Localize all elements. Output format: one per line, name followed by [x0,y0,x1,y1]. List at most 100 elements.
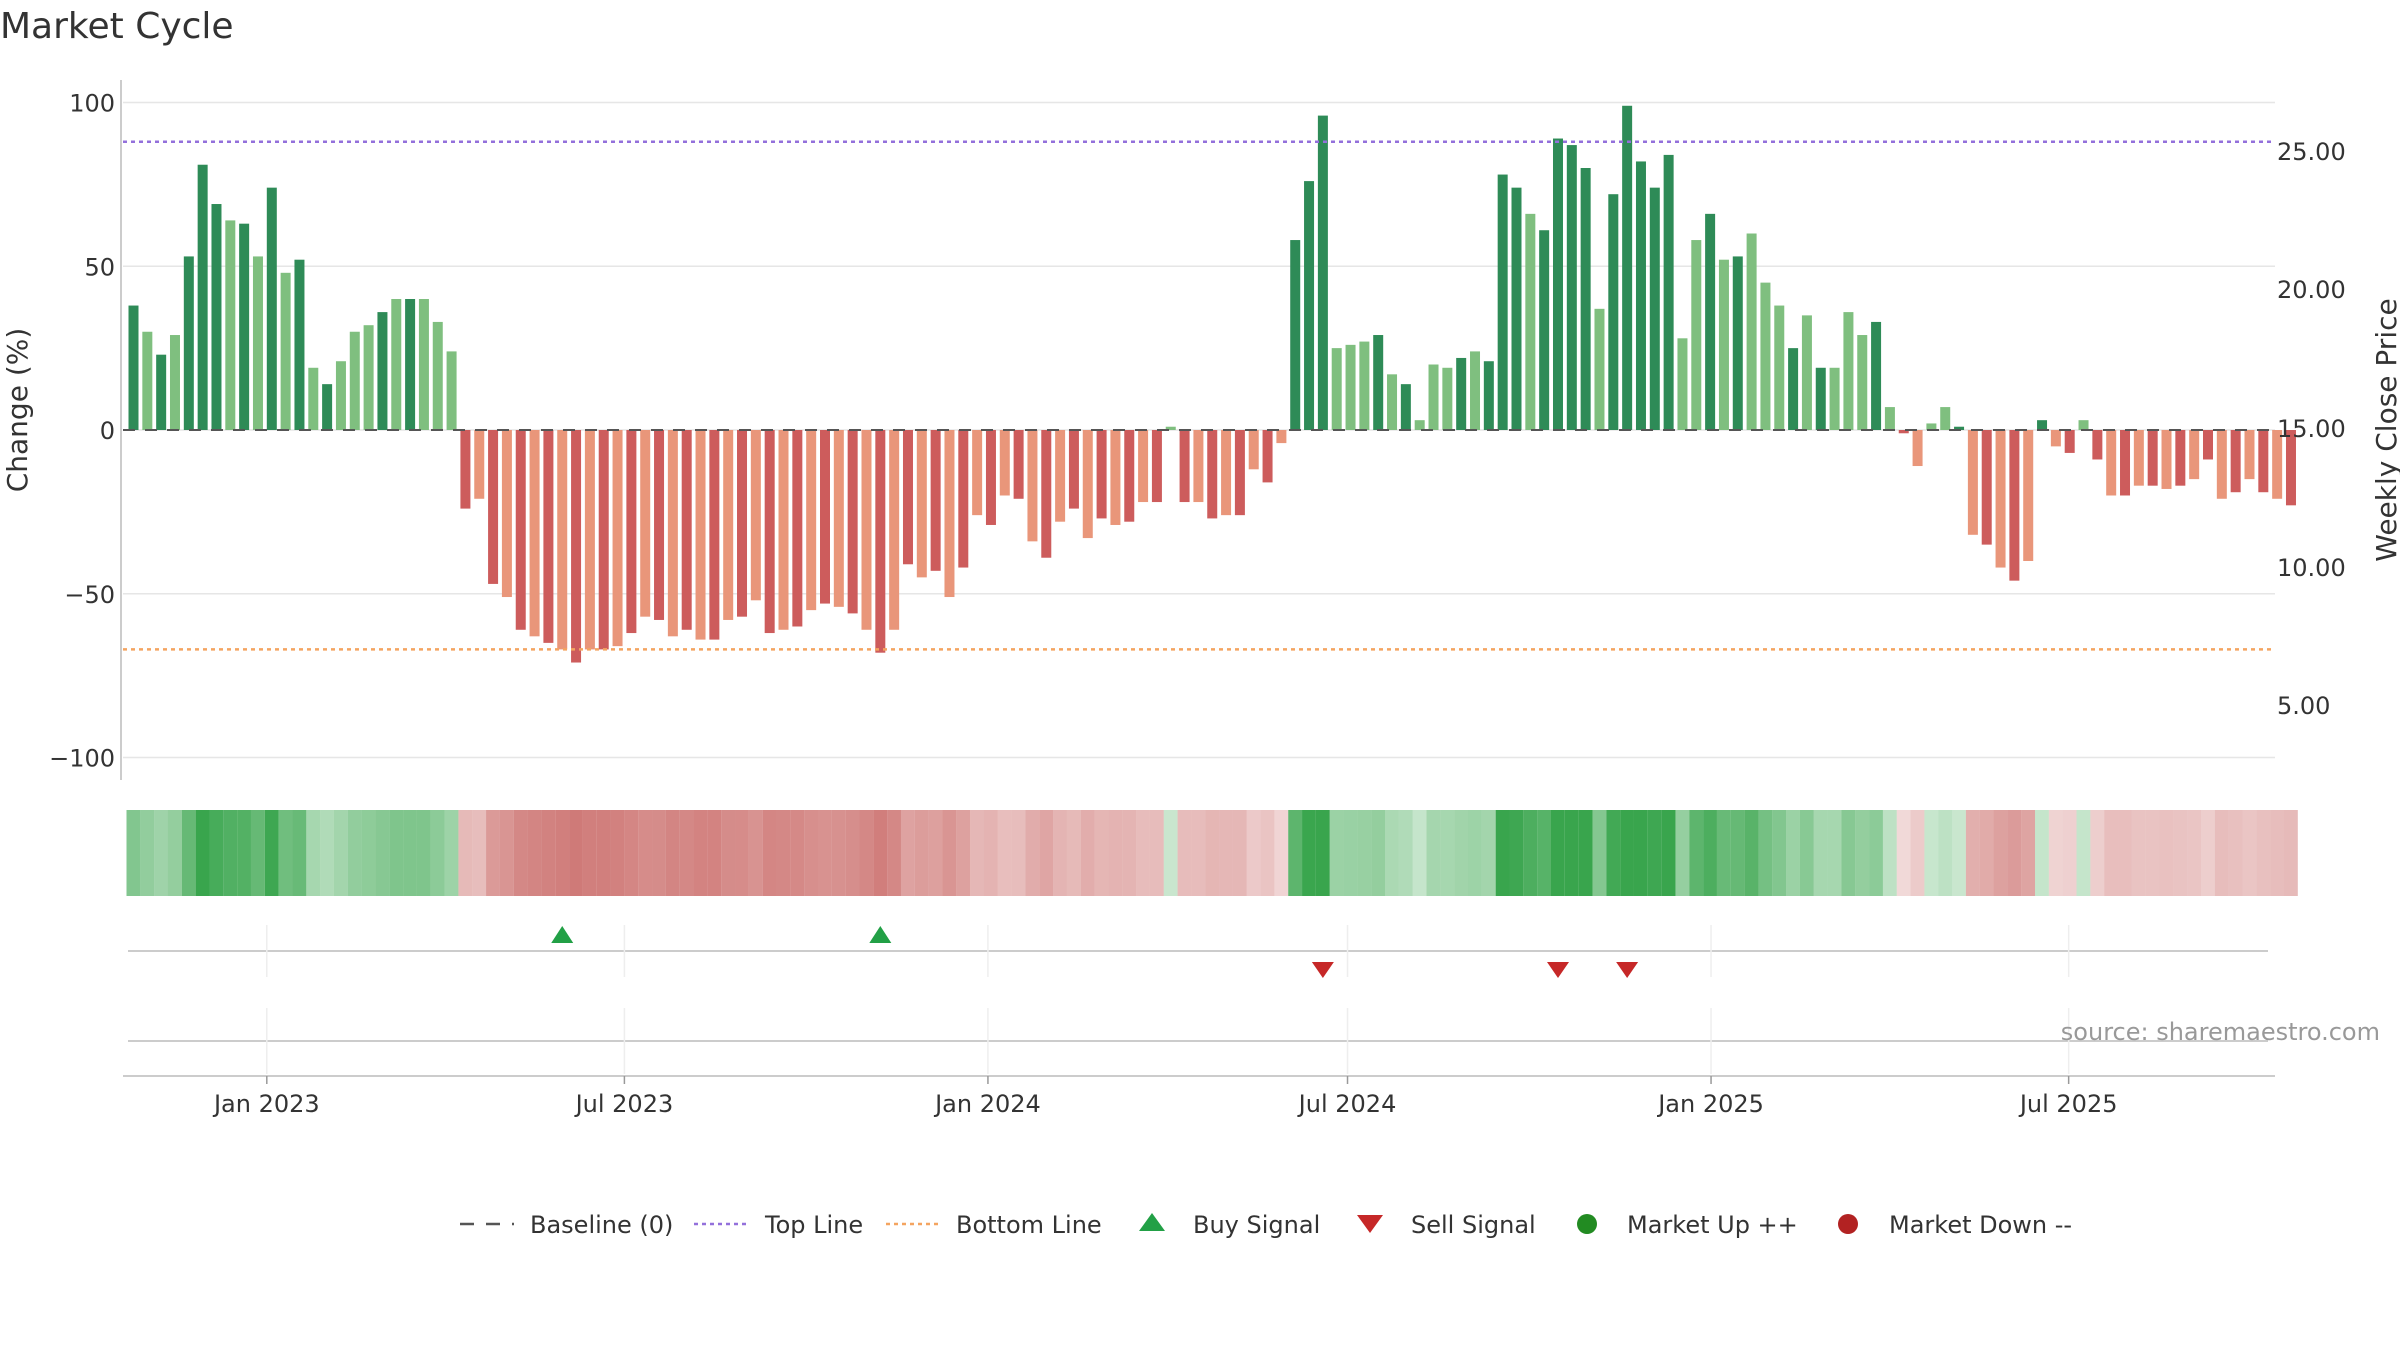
bar [2189,430,2200,480]
bar [1290,240,1301,430]
heat-cell [375,810,390,896]
heat-cell [2256,810,2271,896]
bar [1179,430,1190,503]
bar [1967,430,1978,535]
y-right-tick-label: 5.00 [2277,692,2330,720]
bar [1387,374,1398,430]
bar [916,430,927,578]
bar [847,430,858,614]
heat-cell [347,810,362,896]
heat-cell [167,810,182,896]
heat-cell [1177,810,1192,896]
heat-cell [1882,810,1897,896]
bar [820,430,830,604]
heat-cell [2228,810,2243,896]
heat-cell [527,810,542,896]
bar [432,321,443,430]
heat-cell [140,810,155,896]
heat-cell [638,810,653,896]
heat-cell [472,810,487,896]
bar [626,430,637,634]
bar [1317,115,1328,430]
y-axis-title-left: Change (%) [1,328,34,493]
heat-cell [1675,810,1690,896]
bar [543,430,554,643]
bar [1981,430,1992,545]
bar [2120,430,2131,496]
bar [1373,335,1384,430]
heat-cell [1343,810,1358,896]
bar [1829,367,1840,430]
heat-cell [444,810,459,896]
heat-cell [928,810,943,896]
heat-cell [1440,810,1455,896]
bar [1884,407,1895,430]
heat-cell [997,810,1012,896]
bar [1815,367,1826,430]
bar [335,361,346,430]
y-tick-label: 0 [100,417,115,445]
bar [1995,430,2006,568]
heat-cell [2007,810,2022,896]
heat-cell [2173,810,2188,896]
heat-cell [2062,810,2077,896]
bar [681,430,692,630]
bar [1705,213,1716,430]
bar [1138,430,1149,503]
bar [2092,430,2103,460]
bar [1193,430,1204,503]
heat-cell [1592,810,1607,896]
legend-label: Baseline (0) [530,1211,673,1239]
bar [1041,430,1052,558]
heat-cell [292,810,307,896]
heat-cell [776,810,791,896]
heat-cell [693,810,708,896]
bar [1801,315,1812,430]
heat-cell [1468,810,1482,896]
heat-cell [2145,810,2160,896]
heat-cell [652,810,666,896]
heat-cell [1523,810,1538,896]
bar [252,256,263,430]
heat-cell [1938,810,1953,896]
heat-cell [1689,810,1704,896]
heat-cell [1163,810,1178,896]
bar [584,430,595,650]
heat-cell [1841,810,1856,896]
bar [460,430,471,509]
bar [1456,357,1467,430]
heat-cell [195,810,210,896]
x-tick-label: Jan 2025 [1656,1090,1764,1118]
heat-cell [1758,810,1773,896]
heat-cell [181,810,196,896]
heat-cell [1053,810,1067,896]
bar [1898,430,1909,434]
bar [363,325,374,430]
heat-cell [762,810,777,896]
bar [308,367,319,430]
bar [972,430,983,516]
bar [612,430,623,647]
legend-label: Sell Signal [1411,1211,1536,1239]
heat-cell [154,810,168,896]
heat-cell [1537,810,1551,896]
heat-cell [1799,810,1814,896]
reference-lines [123,140,2275,651]
heat-cell [735,810,749,896]
heat-cell [831,810,846,896]
heat-cell [1426,810,1441,896]
legend-label: Buy Signal [1193,1211,1320,1239]
heat-cell [416,810,431,896]
bar [1940,407,1951,430]
bar [474,430,485,499]
bar [2272,430,2283,499]
bar [1165,426,1176,430]
bar [197,164,208,430]
bar [1304,181,1315,430]
heat-cell [1910,810,1925,896]
y-tick-label: −50 [64,581,115,609]
heat-cell [1094,810,1109,896]
heat-cell [458,810,473,896]
bar [833,430,844,607]
